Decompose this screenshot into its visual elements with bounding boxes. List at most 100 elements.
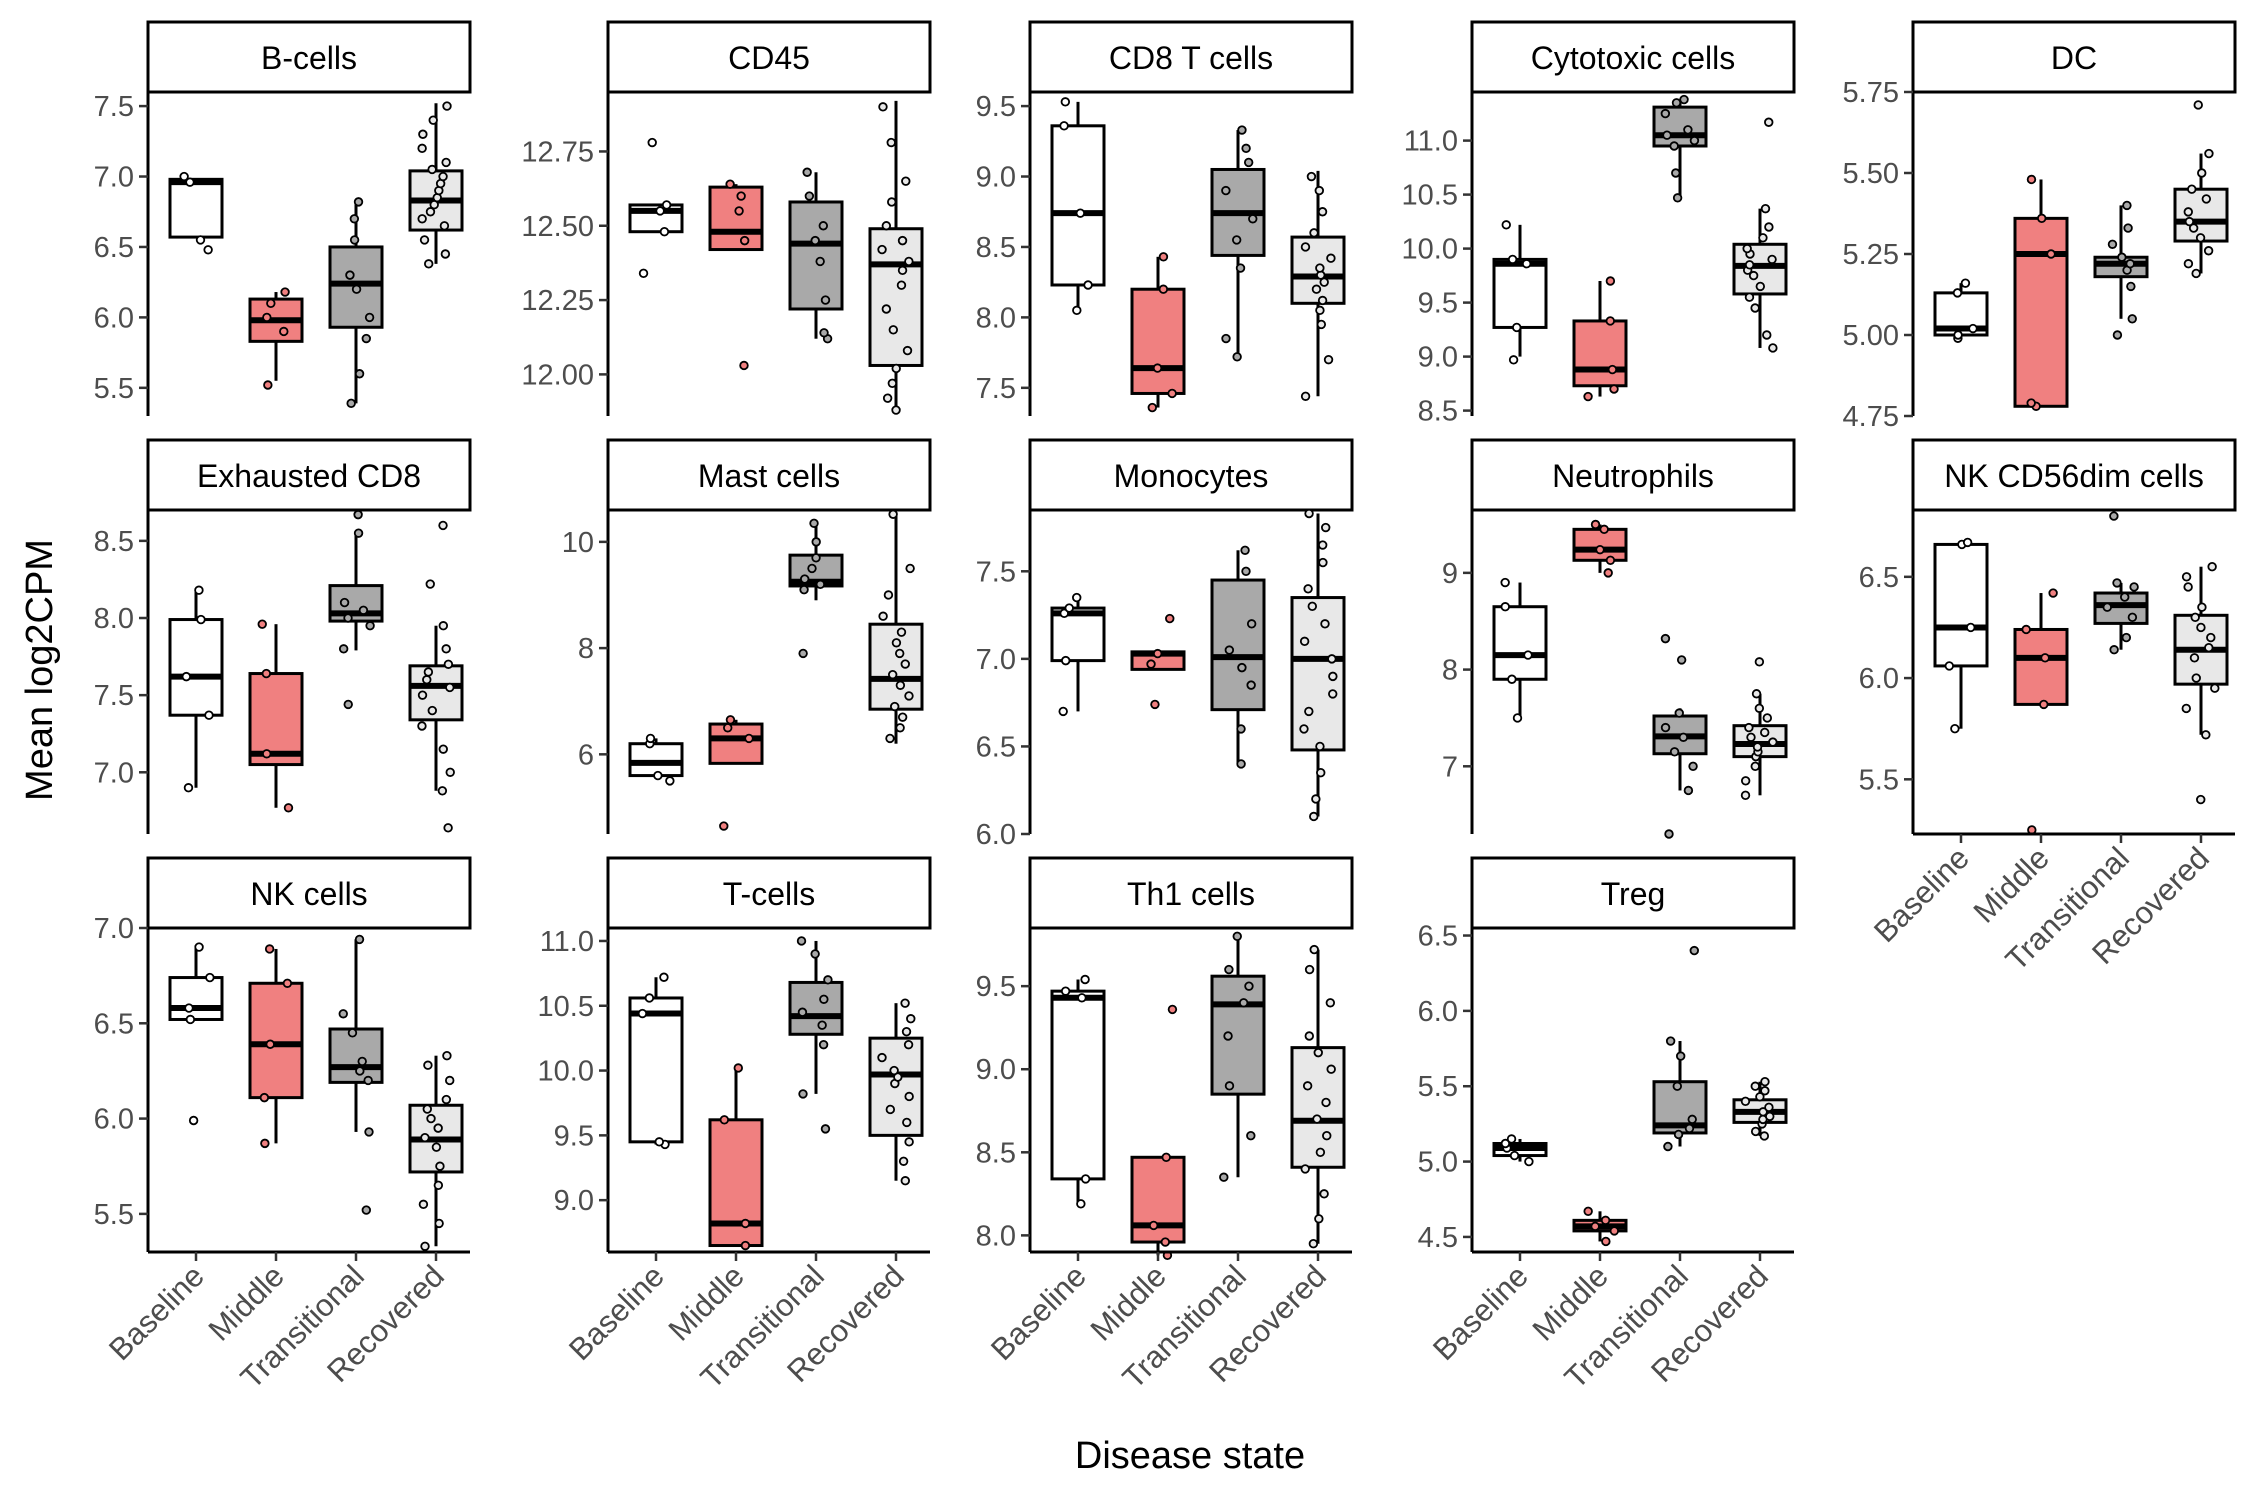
data-point (904, 691, 914, 701)
data-point (1506, 1134, 1517, 1144)
data-point (1767, 254, 1777, 265)
data-point (725, 715, 736, 725)
data-point (185, 177, 195, 187)
data-point (1238, 998, 1249, 1008)
data-point (1509, 1150, 1520, 1161)
facet-strip (1470, 20, 1796, 94)
data-point (881, 221, 892, 231)
box-transitional (788, 167, 844, 344)
data-point (1152, 648, 1163, 659)
y-tick-label: 6.5 (94, 232, 134, 264)
data-point (2046, 249, 2056, 259)
data-point (1076, 1199, 1086, 1209)
data-point (440, 249, 451, 259)
data-point (1607, 364, 1618, 375)
box-iqr (1050, 989, 1106, 1181)
data-point (1158, 252, 1169, 262)
data-point (204, 710, 214, 720)
data-point (1315, 741, 1325, 752)
box-transitional (1652, 633, 1708, 839)
data-point (418, 1199, 429, 1210)
data-point (2201, 730, 2211, 740)
data-point (265, 1039, 275, 1049)
data-point (740, 1218, 751, 1229)
data-point (1219, 1172, 1229, 1182)
y-tick-label: 10 (562, 527, 594, 559)
facet-strip (606, 438, 932, 512)
data-point (2207, 562, 2217, 572)
data-point (2120, 592, 2130, 602)
data-point (1224, 1081, 1235, 1091)
data-point (1165, 613, 1175, 624)
data-point (353, 197, 364, 207)
box-iqr (2013, 216, 2069, 408)
data-point (183, 783, 194, 793)
data-point (877, 1052, 887, 1063)
y-tick-label: 10.0 (538, 1056, 594, 1088)
y-tick-label: 7.5 (94, 680, 134, 712)
data-point (1672, 193, 1683, 203)
data-point (1300, 242, 1311, 252)
data-point (1960, 278, 1971, 288)
data-point (797, 1007, 808, 1017)
x-axis-label: Disease state (1075, 1435, 1305, 1477)
y-tick-label: 7.0 (94, 162, 134, 194)
data-point (1512, 322, 1522, 333)
data-point (443, 823, 453, 833)
data-point (1240, 545, 1250, 555)
data-point (810, 949, 820, 959)
data-point (2125, 259, 2135, 269)
data-point (1315, 1147, 1326, 1158)
y-tick-label: 7 (1442, 751, 1458, 783)
data-point (1760, 203, 1771, 214)
data-point (441, 644, 451, 654)
data-point (1605, 316, 1615, 326)
data-point (2123, 223, 2133, 233)
facet-strip (606, 20, 932, 94)
data-point (895, 680, 906, 690)
data-point (1072, 592, 1082, 603)
data-point (1944, 661, 1954, 671)
data-point (260, 1138, 270, 1149)
data-point (349, 235, 360, 245)
box-baseline (628, 137, 684, 279)
data-point (1237, 662, 1247, 673)
data-point (1660, 722, 1671, 733)
y-tick-label: 8 (1442, 655, 1458, 687)
data-point (437, 786, 448, 796)
data-point (1309, 811, 1319, 822)
data-point (2203, 246, 2214, 256)
data-point (282, 978, 293, 988)
box-recovered (868, 998, 924, 1186)
data-point (1221, 185, 1231, 196)
y-tick-label: 9.0 (554, 1185, 594, 1217)
y-tick-label: 11.0 (540, 926, 594, 958)
data-point (733, 1063, 743, 1073)
data-point (1764, 1102, 1774, 1113)
data-point (881, 304, 892, 314)
data-point (2112, 330, 2123, 340)
box-transitional (328, 197, 384, 409)
data-point (901, 176, 911, 186)
data-point (897, 265, 908, 276)
data-point (815, 579, 826, 590)
y-tick-label: 5.0 (1418, 1147, 1458, 1179)
data-point (1590, 1221, 1600, 1232)
data-point (1750, 303, 1760, 313)
data-point (266, 298, 276, 309)
data-point (1064, 603, 1074, 613)
data-point (1152, 363, 1163, 373)
y-tick-label: 10.0 (1402, 234, 1458, 266)
box-recovered (1732, 117, 1788, 353)
data-point (2206, 632, 2216, 643)
box-iqr (1933, 542, 1989, 668)
data-point (194, 942, 204, 952)
data-point (638, 268, 649, 279)
data-point (904, 1091, 914, 1102)
data-point (2190, 612, 2200, 623)
data-point (890, 701, 900, 712)
data-point (1740, 776, 1751, 786)
box-iqr (868, 622, 924, 711)
box-middle (1130, 613, 1186, 710)
data-point (435, 1161, 445, 1171)
